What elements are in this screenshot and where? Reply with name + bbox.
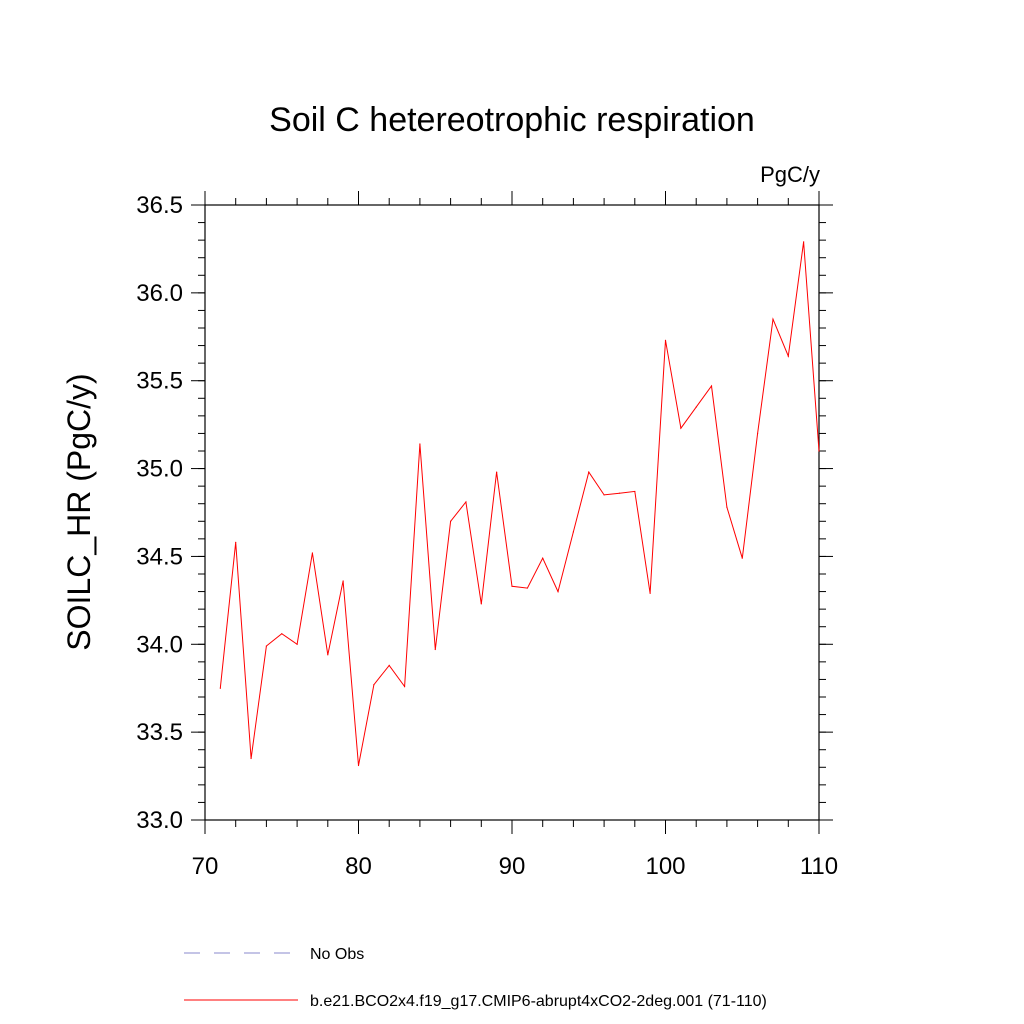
x-tick-label: 70 <box>192 853 219 880</box>
data-point <box>680 427 682 429</box>
data-point <box>572 531 575 533</box>
units-label: PgC/y <box>760 162 820 187</box>
data-point <box>634 490 636 493</box>
data-point <box>588 471 590 473</box>
data-point <box>357 764 360 767</box>
legend: No Obs b.e21.BCO2x4.f19_g17.CMIP6-abrupt… <box>184 946 767 1010</box>
legend-label-model: b.e21.BCO2x4.f19_g17.CMIP6-abrupt4xCO2-2… <box>310 993 767 1010</box>
data-point <box>511 585 513 587</box>
data-point <box>219 687 221 689</box>
x-tick-label: 90 <box>499 853 526 880</box>
data-point <box>757 432 759 435</box>
y-tick-label: 36.5 <box>136 192 183 219</box>
data-point <box>710 385 713 387</box>
data-point <box>741 557 743 559</box>
data-point <box>803 241 805 243</box>
y-tick-label: 34.0 <box>136 631 183 658</box>
chart-title: Soil C hetereotrophic respiration <box>269 101 755 139</box>
data-point <box>419 443 421 445</box>
data-point <box>434 648 436 651</box>
y-tick-labels: 33.0 33.5 34.0 34.5 35.0 35.5 36.0 36.5 <box>136 192 183 834</box>
y-axis-label: SOILC_HR (PgC/y) <box>61 373 97 650</box>
plot-frame <box>204 204 820 821</box>
y-tick-label: 33.0 <box>136 807 183 834</box>
x-tick-labels: 70 80 90 100 110 <box>192 853 838 880</box>
data-point <box>373 684 375 686</box>
data-point <box>695 406 697 408</box>
x-tick-label: 100 <box>645 853 685 880</box>
data-point <box>327 654 329 656</box>
y-tick-label: 33.5 <box>136 719 183 746</box>
data-point <box>557 590 559 593</box>
data-point <box>403 685 406 688</box>
data-point <box>265 645 267 647</box>
x-tick-label: 110 <box>800 853 838 880</box>
data-point <box>311 552 314 554</box>
data-point <box>250 757 252 760</box>
data-point <box>296 643 298 645</box>
data-point <box>542 557 544 559</box>
data-point <box>618 492 621 494</box>
data-point <box>465 501 467 503</box>
data-point <box>281 633 283 635</box>
data-point <box>496 471 498 473</box>
data-point <box>342 580 344 582</box>
y-tick-label: 35.0 <box>136 456 183 483</box>
data-point <box>235 541 237 543</box>
data-point <box>649 592 651 594</box>
series-line <box>219 241 820 766</box>
x-tick-label: 80 <box>345 853 372 880</box>
data-point <box>388 664 390 666</box>
data-point <box>787 355 789 357</box>
data-point <box>480 603 482 605</box>
data-point <box>664 339 667 341</box>
data-point <box>772 318 774 320</box>
y-tick-label: 35.5 <box>136 368 183 395</box>
legend-label-no-obs: No Obs <box>310 946 364 963</box>
data-point <box>526 587 528 589</box>
series-layer <box>219 241 820 767</box>
data-point <box>726 506 728 508</box>
data-point <box>818 450 820 452</box>
y-tick-label: 36.0 <box>136 280 183 307</box>
data-point <box>450 520 452 522</box>
y-tick-label: 34.5 <box>136 543 183 570</box>
data-point <box>603 494 605 496</box>
axis-ticks <box>191 191 833 834</box>
